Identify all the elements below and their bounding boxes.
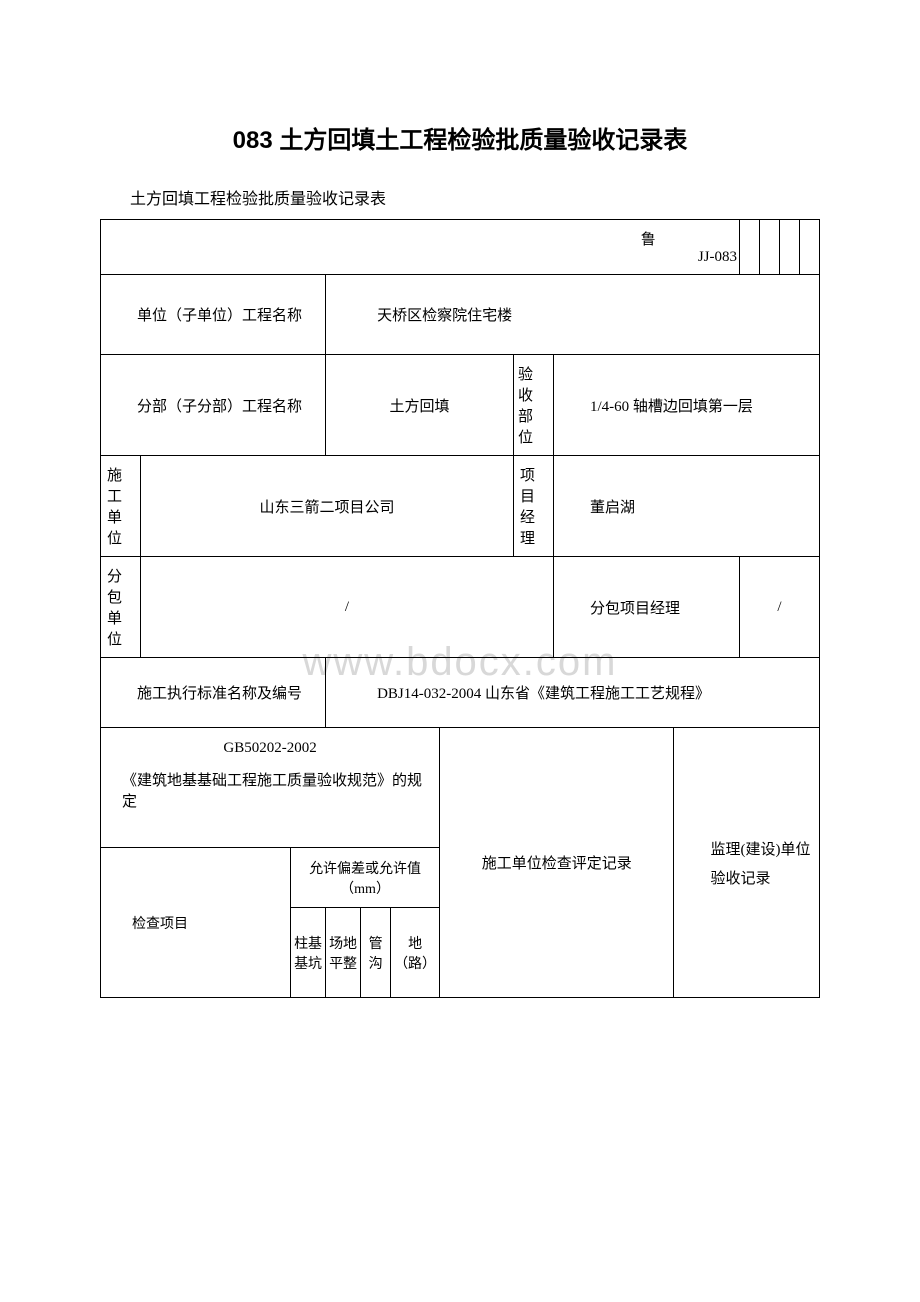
col-3: 管沟: [361, 908, 391, 998]
supervision-cell: 监理(建设)单位 验收记录: [674, 728, 820, 998]
form-code-cell: 鲁 JJ-083: [554, 220, 740, 275]
empty-cell: [101, 220, 554, 275]
subcontractor-row: 分包单位 / 分包项目经理 /: [101, 557, 820, 658]
project-manager-label: 项目经理: [514, 456, 554, 557]
acceptance-record-label: 验收记录: [680, 867, 813, 888]
inspection-record-label: 施工单位检查评定记录: [440, 728, 674, 998]
check-item-label: 检查项目: [101, 848, 291, 998]
sub-project-value: 土方回填: [326, 355, 514, 456]
acceptance-part-label: 验收部位: [514, 355, 554, 456]
code-box-3: [780, 220, 800, 275]
form-table: 鲁 JJ-083 单位（子单位）工程名称 天桥区检察院住宅楼 分部（子分部）工程…: [100, 219, 820, 998]
construction-unit-value: 山东三箭二项目公司: [141, 456, 514, 557]
document-content: 083 土方回填土工程检验批质量验收记录表 土方回填工程检验批质量验收记录表 鲁…: [100, 120, 820, 998]
subcontractor-label: 分包单位: [101, 557, 141, 658]
standard-row: 施工执行标准名称及编号 DBJ14-032-2004 山东省《建筑工程施工工艺规…: [101, 658, 820, 728]
col-1: 柱基基坑: [291, 908, 326, 998]
sub-pm-label: 分包项目经理: [554, 557, 740, 658]
page-subtitle: 土方回填工程检验批质量验收记录表: [130, 185, 820, 209]
standard-value: DBJ14-032-2004 山东省《建筑工程施工工艺规程》: [326, 658, 820, 728]
subcontractor-value: /: [141, 557, 554, 658]
code-box-1: [740, 220, 760, 275]
spec-name: 《建筑地基基础工程施工质量验收规范》的规定: [107, 769, 433, 811]
code-box-4: [800, 220, 820, 275]
col-2: 场地平整: [326, 908, 361, 998]
code-box-2: [760, 220, 780, 275]
sub-pm-value: /: [740, 557, 820, 658]
construction-unit-row: 施工单位 山东三箭二项目公司 项目经理 董启湖: [101, 456, 820, 557]
spec-code: GB50202-2002: [107, 740, 433, 757]
acceptance-part-value: 1/4-60 轴槽边回填第一层: [554, 355, 820, 456]
form-code-value: JJ-083: [560, 249, 738, 266]
col-4: 地（路）: [391, 908, 440, 998]
project-manager-value: 董启湖: [554, 456, 820, 557]
spec-header-row: GB50202-2002 《建筑地基基础工程施工质量验收规范》的规定 施工单位检…: [101, 728, 820, 848]
sub-project-row: 分部（子分部）工程名称 土方回填 验收部位 1/4-60 轴槽边回填第一层: [101, 355, 820, 456]
construction-unit-label: 施工单位: [101, 456, 141, 557]
unit-project-value: 天桥区检察院住宅楼: [326, 275, 820, 355]
deviation-label: 允许偏差或允许值（mm）: [291, 848, 440, 908]
unit-project-row: 单位（子单位）工程名称 天桥区检察院住宅楼: [101, 275, 820, 355]
form-code-row: 鲁 JJ-083: [101, 220, 820, 275]
unit-project-label: 单位（子单位）工程名称: [101, 275, 326, 355]
standard-label: 施工执行标准名称及编号: [101, 658, 326, 728]
spec-cell: GB50202-2002 《建筑地基基础工程施工质量验收规范》的规定: [101, 728, 440, 848]
supervision-label: 监理(建设)单位: [680, 838, 813, 859]
page-title: 083 土方回填土工程检验批质量验收记录表: [100, 120, 820, 155]
form-code-label: 鲁: [560, 228, 738, 249]
sub-project-label: 分部（子分部）工程名称: [101, 355, 326, 456]
